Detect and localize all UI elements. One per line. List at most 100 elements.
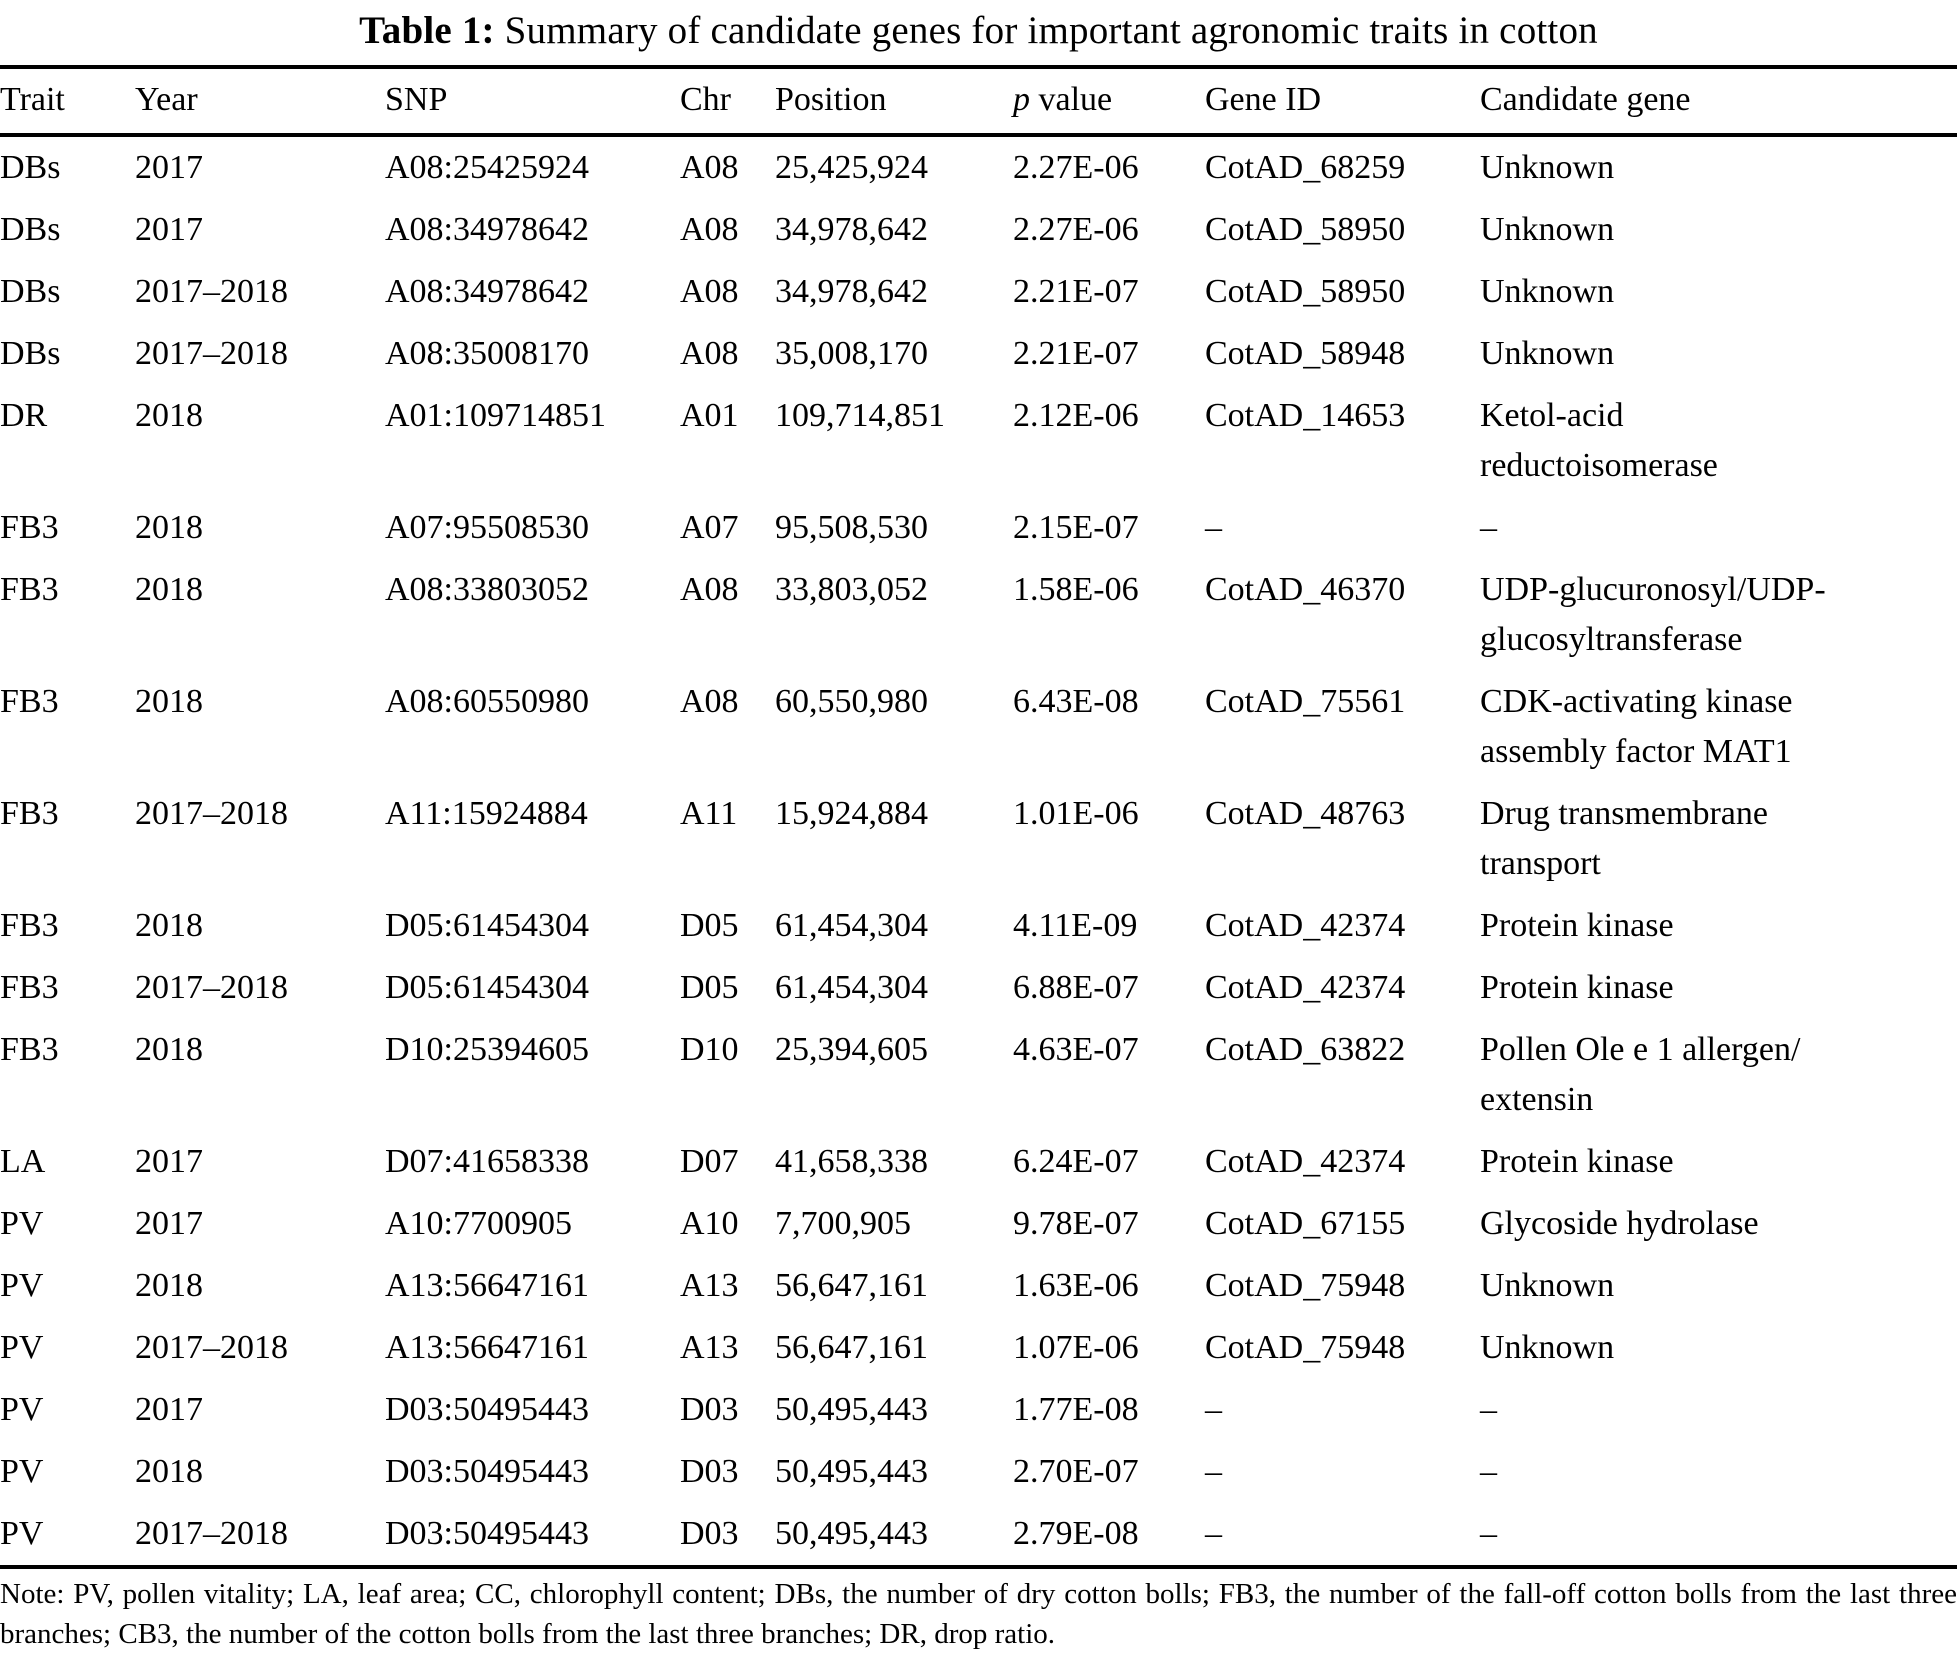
cell-position: 56,647,161 xyxy=(775,1267,928,1304)
cell-gene-id: CotAD_67155 xyxy=(1205,1205,1406,1242)
cell-trait: PV xyxy=(0,1391,44,1428)
table-row: PV 2017–2018 D03:50495443 D03 50,495,443 2.79… xyxy=(0,1503,1957,1565)
cell-candidate-gene: – xyxy=(1480,509,1497,546)
cell-trait: DBs xyxy=(0,273,61,310)
col-header-p-value: p value xyxy=(1013,69,1205,135)
cell-snp: D03:50495443 xyxy=(385,1391,589,1428)
cell-trait: PV xyxy=(0,1205,44,1242)
cell-snp: A08:25425924 xyxy=(385,149,589,186)
cell-snp: A07:95508530 xyxy=(385,509,589,546)
cell-year: 2018 xyxy=(135,907,203,944)
cell-position: 61,454,304 xyxy=(775,969,928,1006)
cell-position: 50,495,443 xyxy=(775,1453,928,1490)
cell-gene-id: CotAD_48763 xyxy=(1205,795,1406,832)
cell-position: 33,803,052 xyxy=(775,571,928,608)
cell-snp: A08:34978642 xyxy=(385,211,589,248)
cell-p-value: 2.27E-06 xyxy=(1013,149,1139,186)
cell-gene-id: CotAD_42374 xyxy=(1205,907,1406,944)
cell-trait: DBs xyxy=(0,335,61,372)
cell-trait: LA xyxy=(0,1143,46,1180)
cell-position: 109,714,851 xyxy=(775,397,945,434)
table-row: FB3 2018 A07:95508530 A07 95,508,530 2.15E-07… xyxy=(0,497,1957,559)
cell-candidate-gene: Protein kinase xyxy=(1480,1143,1674,1180)
cell-trait: FB3 xyxy=(0,795,59,832)
cell-position: 25,394,605 xyxy=(775,1031,928,1068)
cell-year: 2017 xyxy=(135,1205,203,1242)
cell-candidate-gene: Unknown xyxy=(1480,273,1615,310)
cell-p-value: 6.88E-07 xyxy=(1013,969,1139,1006)
table-row: DBs 2017 A08:34978642 A08 34,978,642 2.27E-06… xyxy=(0,199,1957,261)
cell-gene-id: – xyxy=(1205,1515,1222,1552)
cell-candidate-gene: Protein kinase xyxy=(1480,969,1674,1006)
cell-position: 34,978,642 xyxy=(775,211,928,248)
cell-chr: A13 xyxy=(680,1329,739,1366)
cell-p-value: 6.43E-08 xyxy=(1013,683,1139,720)
cell-p-value: 1.77E-08 xyxy=(1013,1391,1139,1428)
cell-gene-id: CotAD_58950 xyxy=(1205,211,1406,248)
cell-position: 41,658,338 xyxy=(775,1143,928,1180)
cell-snp: D10:25394605 xyxy=(385,1031,589,1068)
cell-p-value: 1.07E-06 xyxy=(1013,1329,1139,1366)
cell-gene-id: CotAD_75948 xyxy=(1205,1329,1406,1366)
cell-p-value: 2.15E-07 xyxy=(1013,509,1139,546)
table-row: DBs 2017–2018 A08:35008170 A08 35,008,170 2.2… xyxy=(0,323,1957,385)
cell-year: 2017–2018 xyxy=(135,273,288,310)
cell-chr: A08 xyxy=(680,149,739,186)
cell-gene-id: CotAD_58950 xyxy=(1205,273,1406,310)
col-header-year: Year xyxy=(135,81,198,118)
cell-trait: DBs xyxy=(0,211,61,248)
table-body: DBs 2017 A08:25425924 A08 25,425,924 2.27E-06… xyxy=(0,135,1957,1565)
cell-trait: FB3 xyxy=(0,1031,59,1068)
cell-candidate-gene: – xyxy=(1480,1453,1497,1490)
cell-chr: A11 xyxy=(680,795,738,832)
cell-position: 34,978,642 xyxy=(775,273,928,310)
cell-chr: D03 xyxy=(680,1515,739,1552)
cell-year: 2018 xyxy=(135,683,203,720)
cell-chr: A01 xyxy=(680,397,739,434)
col-header-candidate-gene: Candidate gene xyxy=(1480,81,1691,118)
header-row: Trait Year SNP Chr Position p value Gene… xyxy=(0,69,1957,135)
cell-snp: D03:50495443 xyxy=(385,1453,589,1490)
cell-position: 95,508,530 xyxy=(775,509,928,546)
table-row: PV 2017 A10:7700905 A10 7,700,905 9.78E-07 Cot… xyxy=(0,1193,1957,1255)
cell-year: 2018 xyxy=(135,509,203,546)
cell-snp: A08:34978642 xyxy=(385,273,589,310)
cell-trait: FB3 xyxy=(0,509,59,546)
cell-p-value: 9.78E-07 xyxy=(1013,1205,1139,1242)
cell-gene-id: CotAD_75561 xyxy=(1205,683,1406,720)
cell-trait: FB3 xyxy=(0,907,59,944)
cell-year: 2017 xyxy=(135,1391,203,1428)
cell-p-value: 1.63E-06 xyxy=(1013,1267,1139,1304)
cell-gene-id: CotAD_42374 xyxy=(1205,969,1406,1006)
cell-p-value: 2.12E-06 xyxy=(1013,397,1139,434)
cell-year: 2018 xyxy=(135,1031,203,1068)
cell-snp: A08:35008170 xyxy=(385,335,589,372)
cell-p-value: 4.11E-09 xyxy=(1013,907,1138,944)
cell-p-value: 2.21E-07 xyxy=(1013,335,1139,372)
col-header-snp: SNP xyxy=(385,81,448,118)
cell-gene-id: CotAD_46370 xyxy=(1205,571,1406,608)
cell-chr: D03 xyxy=(680,1453,739,1490)
cell-gene-id: CotAD_68259 xyxy=(1205,149,1406,186)
cell-position: 25,425,924 xyxy=(775,149,928,186)
cell-chr: A08 xyxy=(680,273,739,310)
table-row: DBs 2017–2018 A08:34978642 A08 34,978,642 2.2… xyxy=(0,261,1957,323)
table-row: PV 2017 D03:50495443 D03 50,495,443 1.77E-08 –… xyxy=(0,1379,1957,1441)
cell-p-value: 1.01E-06 xyxy=(1013,795,1139,832)
cell-chr: D10 xyxy=(680,1031,739,1068)
cell-chr: A08 xyxy=(680,571,739,608)
cell-p-value: 2.70E-07 xyxy=(1013,1453,1139,1490)
cell-snp: A11:15924884 xyxy=(385,795,588,832)
cell-candidate-gene: CDK-activating kinase assembly factor MA… xyxy=(1480,683,1793,770)
cell-position: 50,495,443 xyxy=(775,1515,928,1552)
cell-candidate-gene: Unknown xyxy=(1480,149,1615,186)
cell-p-value: 1.58E-06 xyxy=(1013,571,1139,608)
cell-gene-id: – xyxy=(1205,1391,1222,1428)
cell-year: 2017 xyxy=(135,211,203,248)
cell-p-value: 2.27E-06 xyxy=(1013,211,1139,248)
cell-position: 35,008,170 xyxy=(775,335,928,372)
cell-gene-id: – xyxy=(1205,509,1222,546)
cell-gene-id: – xyxy=(1205,1453,1222,1490)
cell-p-value: 2.21E-07 xyxy=(1013,273,1139,310)
